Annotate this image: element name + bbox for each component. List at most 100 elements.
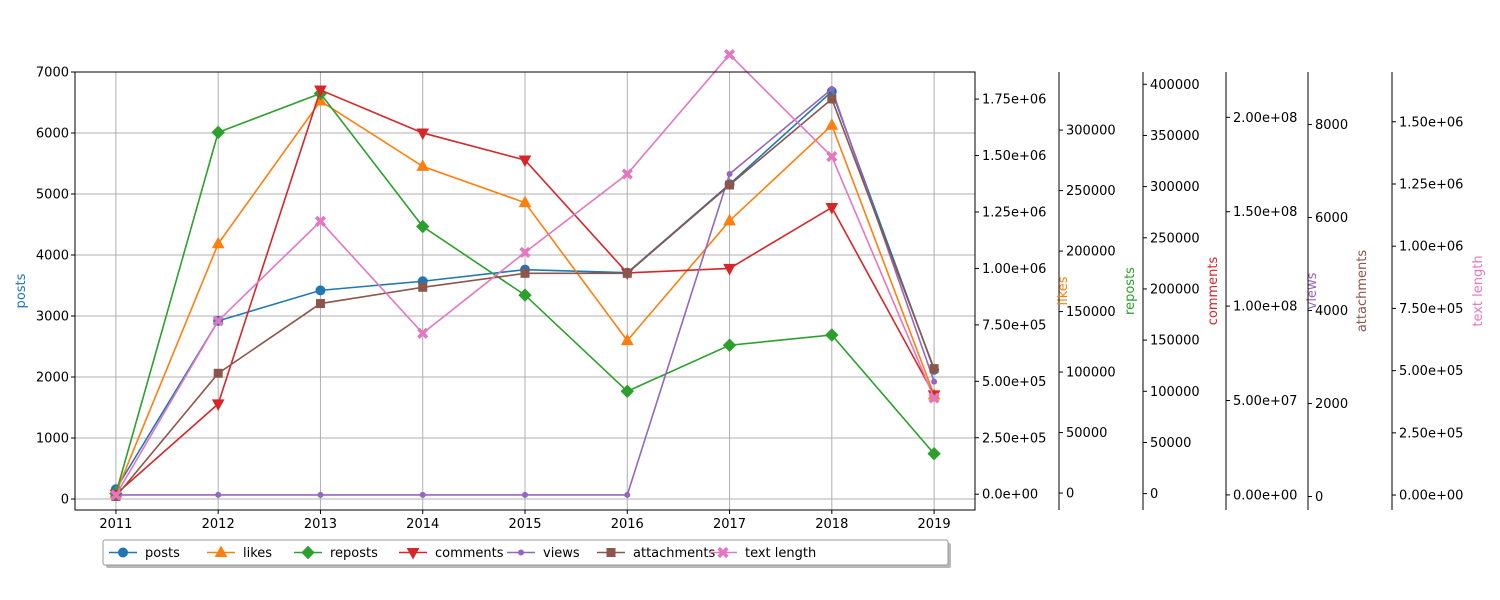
comments-point — [825, 202, 839, 215]
reposts-tick-label: 200000 — [1150, 282, 1200, 297]
comments-tick-label: 0.0e+00 — [982, 488, 1038, 503]
attachments-point — [827, 94, 837, 104]
reposts-axis-label: reposts — [1123, 267, 1138, 315]
likes-tick-label: 250000 — [1066, 184, 1116, 199]
likes-tick-label: 150000 — [1066, 305, 1116, 320]
reposts-series — [109, 86, 941, 501]
views-series — [112, 85, 938, 498]
text-length-tick-label: 7.50e+05 — [1399, 302, 1463, 317]
text-length-tick-label: 0.00e+00 — [1399, 489, 1463, 504]
reposts-tick-label: 400000 — [1150, 78, 1200, 93]
views-axis-label: views — [1305, 272, 1320, 309]
reposts-point — [825, 328, 839, 342]
text-length-tick-label: 1.50e+06 — [1399, 115, 1463, 130]
attachments-point — [520, 268, 530, 278]
views-point — [828, 85, 835, 92]
text-length-axis-label: text length — [1471, 255, 1486, 326]
reposts-point — [722, 338, 737, 352]
comments-point — [314, 85, 327, 98]
legend-label: attachments — [633, 546, 716, 561]
reposts-tick-label: 150000 — [1150, 334, 1200, 349]
text-length-point — [417, 327, 429, 339]
x-tick-label: 2016 — [611, 517, 644, 532]
legend-marker — [606, 548, 616, 557]
attachments-point — [418, 282, 428, 292]
text-length-series — [110, 49, 940, 501]
text-length-tick-label: 1.00e+06 — [1399, 240, 1463, 255]
text-length-point — [519, 246, 531, 258]
comments-tick-label: 1.75e+06 — [982, 93, 1046, 108]
legend-label: likes — [243, 546, 272, 561]
likes-tick-label: 0 — [1066, 487, 1074, 502]
text-length-tick-label: 1.25e+06 — [1399, 177, 1463, 192]
legend-label: reposts — [330, 546, 378, 561]
comments-tick-label: 5.00e+05 — [982, 375, 1046, 390]
text-length-tick-label: 5.00e+05 — [1399, 364, 1463, 379]
comments-tick-label: 2.50e+05 — [982, 431, 1046, 446]
legend-marker — [301, 545, 315, 560]
legend-label: comments — [435, 546, 504, 561]
reposts-point — [416, 219, 430, 234]
comments-point — [416, 128, 430, 140]
legend-label: text length — [745, 546, 816, 561]
likes-tick-label: 50000 — [1066, 426, 1107, 441]
x-tick-label: 2019 — [918, 517, 951, 532]
attachments-point — [929, 364, 939, 374]
likes-point — [723, 213, 736, 226]
reposts-point — [518, 288, 532, 302]
posts-point — [315, 285, 326, 296]
attachments-point — [622, 268, 632, 278]
views-point — [215, 491, 222, 498]
reposts-tick-label: 50000 — [1150, 436, 1191, 451]
views-point — [726, 170, 733, 177]
x-tick-label: 2017 — [713, 517, 746, 532]
attachments-point — [315, 299, 325, 309]
posts-tick-label: 0 — [61, 493, 69, 508]
posts-tick-label: 3000 — [36, 310, 69, 325]
likes-point — [620, 333, 634, 346]
posts-tick-label: 4000 — [36, 249, 69, 264]
likes-tick-label: 200000 — [1066, 245, 1116, 260]
legend: posts likes reposts comments views attachment… — [102, 539, 951, 568]
likes-tick-label: 300000 — [1066, 124, 1116, 139]
likes-point — [518, 195, 532, 208]
reposts-tick-label: 300000 — [1150, 180, 1200, 195]
text-length-point — [826, 151, 838, 163]
reposts-point — [211, 125, 225, 140]
attachments-point — [213, 368, 223, 378]
text-length-point — [621, 168, 633, 180]
legend-label: views — [543, 546, 580, 561]
comments-tick-label: 1.25e+06 — [982, 205, 1046, 220]
posts-tick-label: 6000 — [36, 127, 69, 142]
comments-point — [723, 263, 736, 276]
views-point — [317, 491, 324, 498]
views-tick-label: 1.50e+08 — [1233, 205, 1297, 220]
likes-axis-label: likes — [1056, 276, 1071, 305]
likes-point — [416, 159, 430, 171]
reposts-tick-label: 0 — [1150, 487, 1158, 502]
comments-point — [518, 155, 532, 168]
likes-point — [211, 236, 225, 249]
legend-marker — [717, 546, 729, 559]
legend-marker — [406, 548, 420, 560]
comments-axis-label: comments — [1206, 257, 1221, 326]
x-tick-label: 2013 — [304, 517, 337, 532]
comments-tick-label: 1.00e+06 — [982, 262, 1046, 277]
views-point — [624, 491, 631, 498]
views-tick-label: 0.00e+00 — [1233, 488, 1297, 503]
comments-tick-label: 1.50e+06 — [982, 149, 1046, 164]
reposts-tick-label: 250000 — [1150, 231, 1200, 246]
text-length-point — [110, 489, 122, 501]
posts-tick-label: 2000 — [36, 371, 69, 386]
text-length-tick-label: 2.50e+05 — [1399, 426, 1463, 441]
text-length-point — [212, 315, 224, 327]
x-tick-label: 2011 — [99, 517, 132, 532]
attachments-point — [725, 180, 735, 190]
posts-tick-label: 1000 — [36, 432, 69, 447]
views-point — [522, 491, 528, 498]
x-tick-label: 2015 — [508, 517, 541, 532]
attachments-tick-label: 2000 — [1315, 397, 1348, 412]
text-length-point — [723, 49, 736, 61]
views-point — [931, 378, 938, 385]
